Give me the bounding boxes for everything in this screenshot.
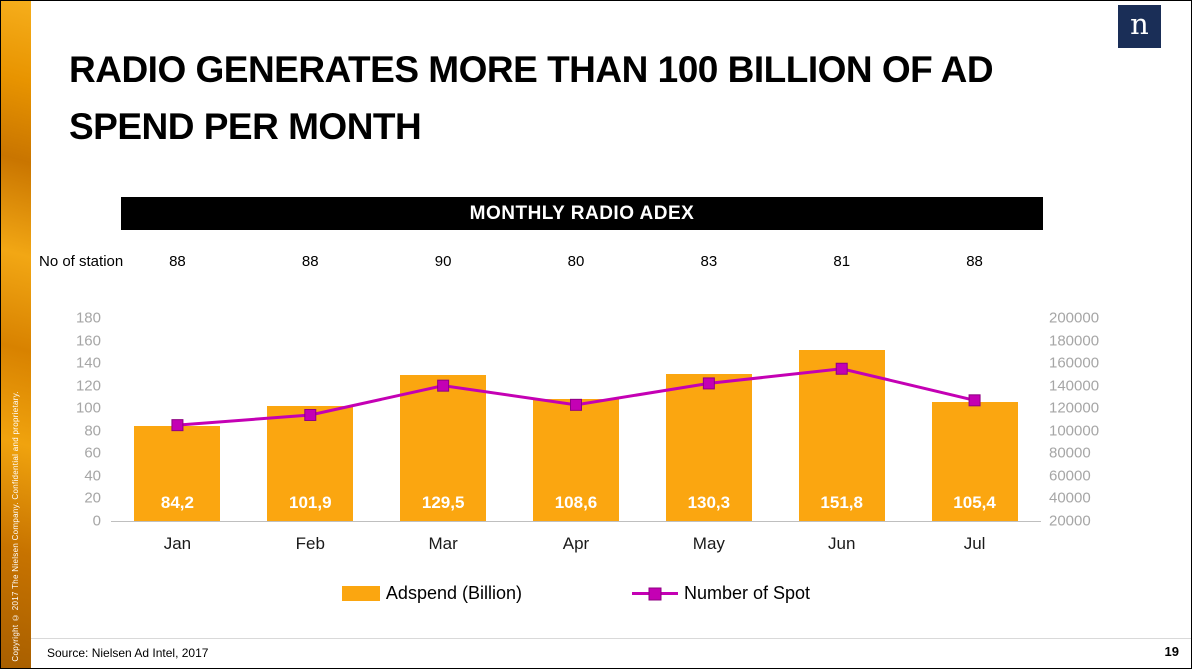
- spot-marker: [702, 377, 715, 390]
- adspend-bar-mar: 129,5: [400, 374, 487, 521]
- bar-value-label: 130,3: [687, 493, 731, 512]
- bar-value-label: 84,2: [160, 493, 194, 512]
- bar-value-label: 105,4: [953, 493, 996, 512]
- left-axis-tick: 20: [84, 489, 101, 507]
- station-count-value: 83: [700, 253, 718, 270]
- plot-area: 84,2 101,9 129,5 108,6 130,3 151,8 105,4: [111, 318, 1041, 522]
- right-axis-tick: 120000: [1049, 399, 1100, 417]
- right-axis-tick: 20000: [1049, 512, 1091, 530]
- station-count-label: No of station: [39, 253, 124, 270]
- month-label: Jan: [163, 534, 192, 553]
- left-axis-tick: 160: [75, 332, 101, 350]
- gold-strip-decoration: Copyright © 2017 The Nielsen Company. Co…: [1, 1, 31, 668]
- source-note: Source: Nielsen Ad Intel, 2017: [47, 646, 209, 660]
- bar-value-label: 101,9: [289, 493, 332, 512]
- right-axis-tick: 180000: [1049, 332, 1100, 350]
- left-axis-tick: 120: [75, 377, 101, 395]
- right-axis-tick: 140000: [1049, 377, 1100, 395]
- adspend-bar-apr: 108,6: [533, 398, 619, 521]
- right-y-axis: 200000 180000 160000 140000 120000 100000 8000…: [1049, 310, 1119, 530]
- vertical-copyright-text: Copyright © 2017 The Nielsen Company. Co…: [11, 391, 20, 662]
- legend-spots-label: Number of Spot: [684, 583, 811, 603]
- adspend-bar-jun: 151,8: [798, 349, 885, 521]
- month-label: Jun: [828, 534, 856, 553]
- left-y-axis: 180 160 140 120 100 80 60 40 20 0: [39, 310, 101, 530]
- number-of-spot-line: [171, 362, 981, 432]
- right-axis-tick: 40000: [1049, 489, 1091, 507]
- legend-adspend-label: Adspend (Billion): [385, 583, 522, 603]
- adspend-bar-jul: 105,4: [931, 402, 1018, 521]
- left-axis-tick: 100: [75, 399, 101, 417]
- x-axis-month-labels: Jan Feb Mar Apr May Jun Jul: [111, 534, 1041, 554]
- month-label: Feb: [295, 534, 325, 553]
- bar-value-label: 108,6: [554, 493, 598, 512]
- left-axis-tick: 60: [84, 444, 101, 462]
- station-count-value: 88: [169, 253, 186, 270]
- spot-marker: [171, 419, 184, 432]
- left-axis-tick: 140: [75, 354, 101, 372]
- left-axis-tick: 80: [84, 422, 101, 440]
- spots-marker-swatch: [648, 587, 662, 600]
- station-count-row: 88 88 90 80 83 81 88: [111, 252, 1041, 272]
- adspend-swatch: [341, 586, 380, 601]
- nielsen-logo: n: [1118, 5, 1161, 48]
- right-axis-tick: 200000: [1049, 309, 1100, 327]
- footer-divider: [31, 638, 1191, 639]
- nielsen-logo-letter: n: [1130, 7, 1149, 41]
- station-count-value: 88: [966, 253, 983, 270]
- station-count-value: 90: [434, 253, 452, 270]
- month-label: Jul: [963, 534, 986, 553]
- right-axis-tick: 100000: [1049, 422, 1100, 440]
- station-count-value: 81: [833, 253, 851, 270]
- spots-line-swatch: [632, 587, 678, 600]
- spot-marker: [968, 394, 981, 407]
- chart-title-banner: MONTHLY RADIO ADEX: [121, 197, 1043, 230]
- month-label: Apr: [562, 534, 590, 553]
- legend-item-spots: Number of Spot: [632, 583, 810, 604]
- adspend-bar-may: 130,3: [665, 374, 752, 521]
- month-label: May: [692, 534, 725, 553]
- spot-marker: [437, 379, 450, 392]
- left-axis-tick: 40: [84, 467, 101, 485]
- left-axis-tick: 180: [75, 309, 101, 327]
- adspend-bar-jan: 84,2: [134, 426, 221, 521]
- spot-marker: [570, 398, 582, 411]
- station-count-value: 80: [567, 253, 585, 270]
- spot-marker: [835, 362, 848, 375]
- station-count-value: 88: [301, 253, 319, 270]
- right-axis-tick: 160000: [1049, 354, 1100, 372]
- page-number: 19: [1164, 644, 1179, 659]
- spot-marker: [304, 408, 317, 421]
- adspend-bar-feb: 101,9: [267, 406, 354, 521]
- legend: Adspend (Billion) Number of Spot: [111, 583, 1041, 604]
- month-label: Mar: [428, 534, 458, 553]
- bar-value-label: 151,8: [820, 493, 863, 512]
- left-axis-tick: 0: [92, 512, 101, 530]
- right-axis-tick: 60000: [1049, 467, 1091, 485]
- page-title: RADIO GENERATES MORE THAN 100 BILLION OF…: [69, 49, 994, 147]
- bar-value-label: 129,5: [421, 493, 465, 512]
- right-axis-tick: 80000: [1049, 444, 1091, 462]
- legend-item-adspend: Adspend (Billion): [341, 583, 522, 604]
